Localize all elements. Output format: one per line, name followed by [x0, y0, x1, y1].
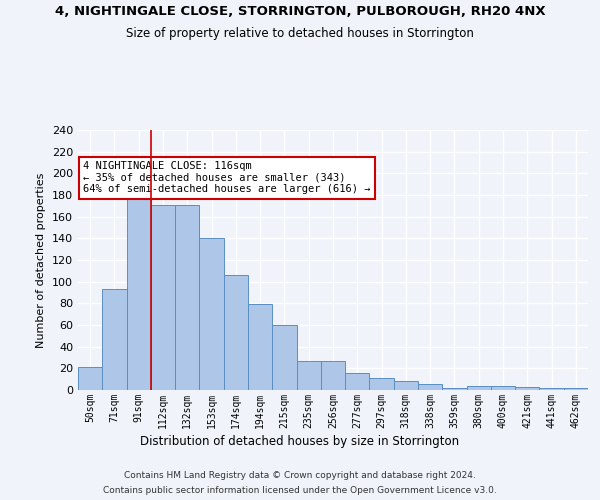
Text: 4 NIGHTINGALE CLOSE: 116sqm
← 35% of detached houses are smaller (343)
64% of se: 4 NIGHTINGALE CLOSE: 116sqm ← 35% of det… [83, 161, 371, 194]
Text: Contains public sector information licensed under the Open Government Licence v3: Contains public sector information licen… [103, 486, 497, 495]
Bar [78, 367, 102, 390]
Bar [515, 387, 539, 390]
Text: Contains HM Land Registry data © Crown copyright and database right 2024.: Contains HM Land Registry data © Crown c… [124, 471, 476, 480]
Y-axis label: Number of detached properties: Number of detached properties [37, 172, 46, 348]
Bar [418, 384, 442, 390]
Bar [248, 304, 272, 390]
Text: 4, NIGHTINGALE CLOSE, STORRINGTON, PULBOROUGH, RH20 4NX: 4, NIGHTINGALE CLOSE, STORRINGTON, PULBO… [55, 5, 545, 18]
Bar [272, 325, 296, 390]
Bar [199, 238, 224, 390]
Bar [102, 289, 127, 390]
Bar [539, 388, 564, 390]
Bar [394, 382, 418, 390]
Bar [127, 176, 151, 390]
Bar [491, 386, 515, 390]
Bar [151, 205, 175, 390]
Bar [321, 361, 345, 390]
Bar [442, 388, 467, 390]
Text: Size of property relative to detached houses in Storrington: Size of property relative to detached ho… [126, 28, 474, 40]
Bar [296, 361, 321, 390]
Bar [224, 275, 248, 390]
Bar [175, 205, 199, 390]
Bar [370, 378, 394, 390]
Bar [564, 388, 588, 390]
Bar [467, 386, 491, 390]
Text: Distribution of detached houses by size in Storrington: Distribution of detached houses by size … [140, 435, 460, 448]
Bar [345, 372, 370, 390]
